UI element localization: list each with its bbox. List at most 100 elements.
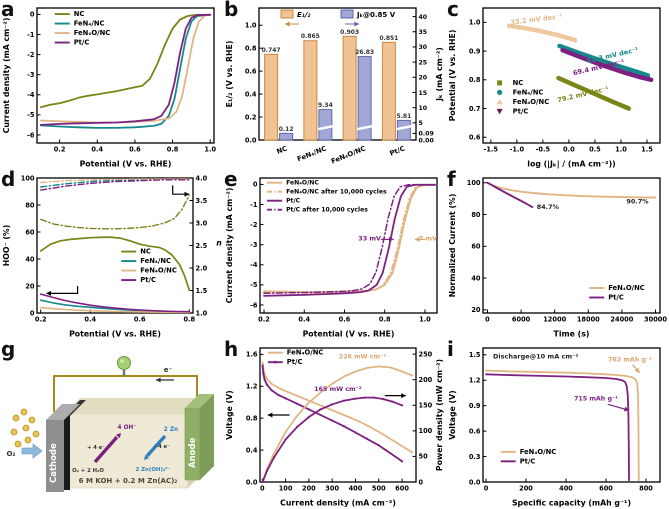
panel-letter-i: i — [447, 337, 454, 361]
svg-text:6000: 6000 — [512, 316, 531, 324]
svg-text:FeN₄O/NC: FeN₄O/NC — [608, 284, 645, 292]
svg-text:-2: -2 — [27, 51, 35, 59]
svg-text:500: 500 — [372, 485, 386, 493]
panel-a: 0.2 0.4 0.6 0.8 1.0 0 -1 -2 -3 -4 -5 -6 Potential (V… — [0, 0, 223, 170]
panel-letter-e: e — [224, 167, 238, 191]
svg-text:FeN₄/NC: FeN₄/NC — [74, 20, 105, 28]
panel-g: e⁻ Cathode Anode 6 M KOH + 0.2 M Zn(AC)₂ O₂ … — [0, 337, 223, 509]
svg-text:Current density (mA cm⁻²): Current density (mA cm⁻²) — [225, 188, 234, 304]
svg-text:26.83: 26.83 — [355, 49, 374, 56]
svg-text:+ 4 e⁻: + 4 e⁻ — [87, 445, 105, 451]
svg-text:NC: NC — [140, 248, 151, 256]
svg-text:0.8: 0.8 — [183, 316, 195, 324]
svg-text:Discharge@10 mA cm⁻²: Discharge@10 mA cm⁻² — [493, 353, 579, 361]
svg-text:FeN₄/NC: FeN₄/NC — [513, 88, 544, 96]
svg-text:50: 50 — [419, 453, 429, 461]
svg-text:0.0: 0.0 — [246, 478, 258, 486]
svg-text:0.747: 0.747 — [262, 47, 281, 54]
svg-text:O₂: O₂ — [6, 450, 15, 458]
svg-text:2 Zn: 2 Zn — [164, 427, 178, 433]
panel-letter-a: a — [1, 0, 15, 21]
svg-text:Cathode: Cathode — [49, 443, 59, 483]
svg-text:Pt/C: Pt/C — [140, 276, 156, 284]
svg-text:200: 200 — [302, 485, 316, 493]
svg-text:200: 200 — [419, 376, 433, 384]
svg-text:-1: -1 — [250, 201, 258, 209]
svg-text:0.4: 0.4 — [245, 90, 257, 98]
svg-text:Pt/C: Pt/C — [520, 457, 536, 465]
svg-text:O₂ + 2 H₂O: O₂ + 2 H₂O — [72, 468, 104, 474]
svg-text:4.0: 4.0 — [196, 174, 208, 182]
svg-text:0.865: 0.865 — [301, 33, 320, 40]
panel-letter-f: f — [447, 167, 456, 191]
svg-text:FeN₄O/NC: FeN₄O/NC — [74, 29, 111, 37]
svg-text:1.0: 1.0 — [469, 19, 481, 27]
svg-text:60: 60 — [471, 243, 481, 251]
svg-text:FeN₄O/NC: FeN₄O/NC — [513, 98, 550, 106]
svg-text:1.6: 1.6 — [246, 351, 258, 359]
svg-text:5.81: 5.81 — [396, 113, 411, 120]
svg-text:n: n — [216, 239, 222, 248]
svg-text:0.4: 0.4 — [91, 146, 103, 154]
svg-text:0.6: 0.6 — [129, 146, 141, 154]
svg-text:1.0: 1.0 — [196, 309, 208, 317]
svg-text:1.5: 1.5 — [641, 146, 653, 154]
svg-text:E₁/₂ (V vs. RHE): E₁/₂ (V vs. RHE) — [225, 41, 234, 108]
svg-text:2.5: 2.5 — [196, 242, 208, 250]
chart-peroxide-yield: 0.2 0.4 0.6 0.8 0 20 40 60 80 100 1.0 1.5 2.0 2.5 3.0 3… — [2, 174, 222, 338]
svg-text:200: 200 — [519, 485, 533, 493]
svg-text:40: 40 — [471, 274, 481, 282]
svg-text:Jₖ@0.85 V: Jₖ@0.85 V — [356, 11, 396, 19]
svg-text:0.3: 0.3 — [469, 453, 481, 461]
svg-text:0.5: 0.5 — [589, 146, 601, 154]
chart-discharge-capacity: 0 200 400 600 800 0.0 0.3 0.6 0.9 1.2 1.5 Specific … — [448, 347, 661, 508]
svg-text:-6: -6 — [27, 131, 35, 139]
svg-text:-5: -5 — [250, 281, 258, 289]
zinc-air-battery-schematic: e⁻ Cathode Anode 6 M KOH + 0.2 M Zn(AC)₂ O₂ … — [6, 356, 214, 492]
svg-text:Pt/C after 10,000 cycles: Pt/C after 10,000 cycles — [286, 207, 368, 214]
svg-text:0.9: 0.9 — [469, 402, 481, 410]
svg-text:Pt/C: Pt/C — [389, 144, 407, 157]
svg-text:0.6: 0.6 — [245, 67, 257, 75]
chart-durability-lsv: 0.2 0.4 0.6 0.8 1.0 0 -1 -2 -3 -4 -5 -6 Potential (V… — [225, 177, 438, 339]
svg-text:0.8: 0.8 — [246, 414, 258, 422]
svg-text:40: 40 — [419, 14, 428, 21]
svg-text:NC: NC — [74, 10, 85, 18]
svg-text:800: 800 — [639, 485, 653, 493]
chart-chronoamperometry: 0 6000 12000 18000 24000 30000 20 40 60 80 100 Time… — [448, 177, 667, 339]
svg-text:FeN₄O/NC: FeN₄O/NC — [330, 144, 367, 165]
svg-text:FeN₄O/NC after 10,000 cycles: FeN₄O/NC after 10,000 cycles — [286, 189, 387, 196]
svg-text:5: 5 — [419, 120, 423, 127]
svg-text:40: 40 — [25, 255, 35, 263]
svg-text:0: 0 — [260, 485, 265, 493]
svg-text:100: 100 — [467, 179, 481, 187]
svg-text:1.5: 1.5 — [196, 287, 208, 295]
panel-f: 0 6000 12000 18000 24000 30000 20 40 60 80 100 Time… — [446, 167, 669, 340]
svg-text:0.6: 0.6 — [469, 134, 481, 142]
svg-text:100: 100 — [419, 427, 433, 435]
svg-text:0.8: 0.8 — [469, 76, 481, 84]
svg-text:FeN₄/NC: FeN₄/NC — [296, 144, 328, 163]
svg-text:1.2: 1.2 — [469, 377, 481, 385]
svg-text:4 OH⁻: 4 OH⁻ — [118, 425, 137, 431]
svg-text:Anode: Anode — [188, 437, 198, 468]
svg-text:80: 80 — [25, 201, 35, 209]
svg-text:15: 15 — [419, 90, 428, 97]
svg-text:Pt/C: Pt/C — [286, 198, 301, 205]
panel-letter-g: g — [1, 337, 16, 361]
svg-text:3.0: 3.0 — [196, 219, 208, 227]
svg-text:Current density (mA cm⁻²): Current density (mA cm⁻²) — [280, 499, 396, 508]
svg-text:400: 400 — [559, 485, 573, 493]
panel-b: 0.0 0.2 0.4 0.6 0.8 1.0 0.00 0.09 5 10 15 20 25 30 35 4… — [223, 0, 446, 170]
svg-text:0.0: 0.0 — [245, 136, 257, 144]
svg-text:2.0: 2.0 — [196, 264, 208, 272]
svg-text:Voltage (V): Voltage (V) — [225, 390, 234, 439]
svg-text:9.34: 9.34 — [318, 102, 333, 109]
svg-text:-4: -4 — [27, 91, 35, 99]
svg-text:0.12: 0.12 — [279, 126, 294, 133]
svg-text:Specific capacity (mAh g⁻¹): Specific capacity (mAh g⁻¹) — [512, 499, 631, 508]
svg-text:24000: 24000 — [610, 316, 633, 324]
svg-text:0.2: 0.2 — [258, 316, 270, 324]
svg-text:Pt/C: Pt/C — [513, 107, 529, 115]
svg-text:33 mV: 33 mV — [358, 235, 381, 243]
